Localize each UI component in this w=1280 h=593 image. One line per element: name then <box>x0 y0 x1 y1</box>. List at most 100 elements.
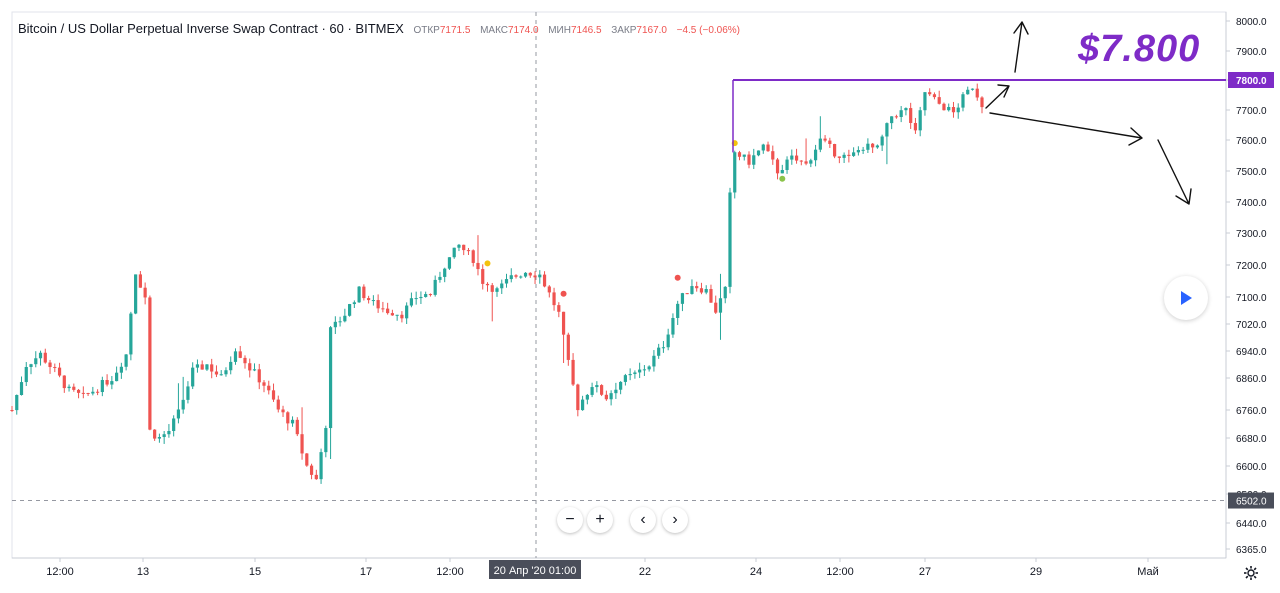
y-tick-label: 6940.0 <box>1236 347 1267 358</box>
scroll-right-button[interactable]: › <box>662 507 688 533</box>
candle-body <box>210 364 214 372</box>
y-tick-label: 6600.0 <box>1236 462 1267 473</box>
candle-body <box>604 394 608 400</box>
candle-body <box>176 409 181 419</box>
play-button[interactable] <box>1164 276 1208 320</box>
candle-body <box>481 269 485 284</box>
candle-body <box>281 409 285 413</box>
y-tick-label: 7700.0 <box>1236 106 1267 117</box>
y-tick-label: 7020.0 <box>1236 320 1267 331</box>
arrow-up-to-resistance <box>985 84 1010 109</box>
candle-body <box>766 144 770 152</box>
candle-body <box>647 366 651 370</box>
candle-body <box>932 94 937 98</box>
candle-body <box>875 145 879 148</box>
y-tick-label: 7300.0 <box>1236 229 1267 240</box>
candle-body <box>871 143 875 148</box>
x-tick-label: 12:00 <box>826 566 854 578</box>
candle-body <box>890 116 894 124</box>
x-tick-label: 12:00 <box>436 566 464 578</box>
candle-body <box>657 347 661 356</box>
candle-body <box>533 275 537 278</box>
candle-body <box>300 434 304 454</box>
y-tick-label: 6365.0 <box>1236 545 1267 556</box>
candle-body <box>243 357 247 364</box>
candle-body <box>338 321 342 323</box>
gear-icon <box>1244 566 1258 580</box>
candle-body <box>414 298 418 300</box>
candle-body <box>856 150 860 153</box>
candle-body <box>813 149 818 161</box>
symbol-title: Bitcoin / US Dollar Perpetual Inverse Sw… <box>18 21 404 36</box>
candle-body <box>447 257 452 269</box>
axes-group: 8000.0 7900.0 7800.0 7700.0 7600.0 7500.0 7400… <box>46 17 1274 579</box>
candle-body <box>314 474 318 480</box>
candle-body <box>500 283 504 289</box>
candle-body <box>252 369 257 371</box>
x-tick-label: 13 <box>137 566 149 578</box>
candle-body <box>737 152 742 157</box>
candle-body <box>775 159 780 174</box>
candle-body <box>186 386 190 400</box>
candle-body <box>571 359 575 385</box>
candle-body <box>219 374 223 376</box>
candle-body <box>72 386 76 390</box>
price-target-annotation: $7.800 <box>1078 28 1201 70</box>
candle-body <box>519 276 523 278</box>
candle-body <box>818 138 822 150</box>
y-tick-label: 7500.0 <box>1236 167 1267 178</box>
candle-body <box>67 386 71 389</box>
zoom-out-button[interactable]: − <box>557 507 583 533</box>
candle-body <box>15 395 19 411</box>
candle-body <box>804 161 808 164</box>
candle-body <box>485 283 490 286</box>
candle-body <box>38 352 43 359</box>
candle-body <box>709 289 713 303</box>
x-tick-label: 17 <box>360 566 372 578</box>
candle-body <box>466 250 471 252</box>
y-tick-label: 7200.0 <box>1236 261 1267 272</box>
x-tick-label: 15 <box>249 566 261 578</box>
zoom-in-button[interactable]: + <box>587 507 613 533</box>
candle-body <box>224 370 228 375</box>
candle-body <box>357 286 361 303</box>
candle-body <box>324 428 328 453</box>
candle-body <box>761 144 765 151</box>
candle-body <box>471 250 475 263</box>
candle-body <box>115 372 119 382</box>
candle-body <box>752 155 756 165</box>
y-tick-label: 8000.0 <box>1236 17 1267 28</box>
open-label: ОТКР <box>413 25 440 36</box>
candle-body <box>419 296 423 299</box>
candle-body <box>276 399 280 410</box>
candle-body <box>10 410 14 411</box>
candle-body <box>733 152 737 193</box>
candle-body <box>557 305 561 312</box>
candle-body <box>728 192 732 287</box>
resistance-price-tag <box>1228 72 1274 88</box>
candle-body <box>43 352 47 363</box>
crosshair-price-tag <box>1228 492 1274 509</box>
arrow-right-down <box>989 112 1143 146</box>
crosshair-time-tag <box>489 560 581 579</box>
scroll-left-button[interactable]: ‹ <box>630 507 656 533</box>
candle-body <box>585 394 589 400</box>
candle-body <box>153 429 157 439</box>
candle-body <box>352 302 356 305</box>
y-tick-label: 7400.0 <box>1236 198 1267 209</box>
candle-body <box>29 364 33 368</box>
candle-body <box>100 380 104 393</box>
x-tick-label: Май <box>1137 566 1159 578</box>
candle-body <box>956 107 960 113</box>
candle-body <box>343 315 347 322</box>
candle-body <box>904 108 908 111</box>
candle-body <box>542 274 547 287</box>
candle-body <box>975 88 979 98</box>
candle-body <box>676 303 680 318</box>
signal-marker <box>560 290 567 297</box>
candle-body <box>685 293 689 295</box>
settings-button[interactable] <box>1240 563 1262 583</box>
candle-body <box>53 367 57 369</box>
